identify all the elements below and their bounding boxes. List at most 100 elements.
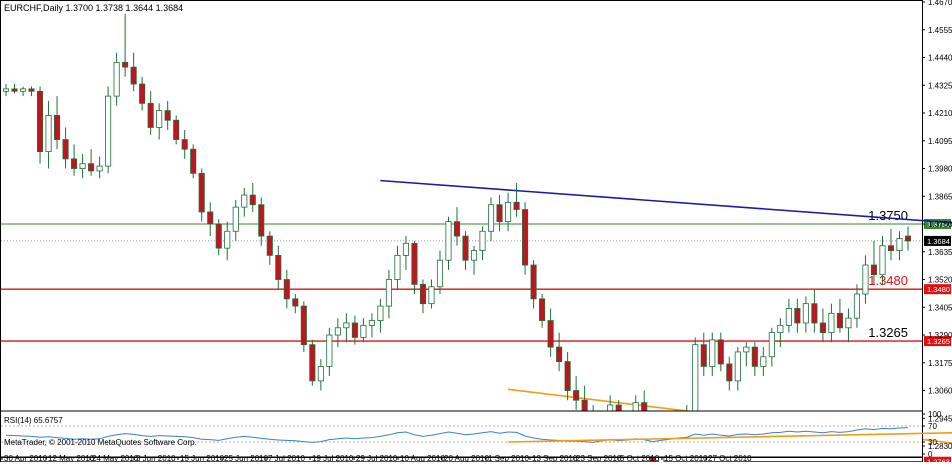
candle-body xyxy=(701,345,706,367)
candle-body xyxy=(437,260,442,287)
candle-body xyxy=(548,321,553,348)
candle-body xyxy=(225,231,230,248)
candle-body xyxy=(216,224,221,248)
candle-body xyxy=(863,265,868,294)
candle-body xyxy=(327,335,332,366)
price-tick-label: 1.3405 xyxy=(928,303,952,312)
candle-body xyxy=(310,345,315,381)
candle-body xyxy=(761,357,766,367)
candle-body xyxy=(769,333,774,357)
candle-body xyxy=(565,362,570,391)
candle-body xyxy=(420,284,425,303)
candle-body xyxy=(37,91,42,151)
price-tick-label: 1.4555 xyxy=(928,26,952,35)
candle-body xyxy=(710,340,715,367)
candle-body xyxy=(165,111,170,121)
candle-body xyxy=(778,325,783,332)
time-tick-label: 7 Jul 2010 xyxy=(268,454,305,462)
candle-body xyxy=(795,308,800,322)
candle-body xyxy=(905,236,910,241)
candle-body xyxy=(131,67,136,84)
time-tick-label: 15 Jun 2010 xyxy=(180,454,225,462)
candle-body xyxy=(522,210,527,266)
candle-body xyxy=(29,89,34,91)
candle xyxy=(301,301,306,352)
candle-body xyxy=(531,265,536,299)
candle-body xyxy=(829,313,834,332)
candle-body xyxy=(880,246,885,275)
candle-body xyxy=(20,89,25,91)
candle-body xyxy=(114,62,119,96)
candle-body xyxy=(727,364,732,381)
rsi-title: RSI(14) 65.6757 xyxy=(4,416,63,425)
candle-body xyxy=(744,347,749,352)
time-tick-label: 25 Jun 2010 xyxy=(224,454,269,462)
price-tick-label: 1.4670 xyxy=(928,0,952,7)
time-tick-label: 10 Aug 2010 xyxy=(400,454,445,462)
candle-body xyxy=(250,195,255,205)
price-tick-label: 1.4440 xyxy=(928,54,952,63)
candle-body xyxy=(463,236,468,260)
candle-body xyxy=(854,294,859,318)
candle-body xyxy=(3,89,8,91)
copyright-label: MetaTrader, © 2001-2010 MetaQuotes Softw… xyxy=(4,438,197,447)
candle-body xyxy=(12,89,17,91)
time-tick-label: 3 Jun 2010 xyxy=(136,454,176,462)
candle-body xyxy=(488,205,493,232)
candle-body xyxy=(140,84,145,103)
candle-body xyxy=(480,231,485,250)
time-tick-label: 20 Aug 2010 xyxy=(444,454,489,462)
candle-body xyxy=(497,205,502,222)
candle-body xyxy=(148,103,153,127)
candle-body xyxy=(752,347,757,366)
level-axis-tag-text: 1.3480 xyxy=(927,285,950,294)
candle-body xyxy=(888,246,893,251)
candle xyxy=(191,144,196,178)
candle-body xyxy=(63,140,68,159)
candle xyxy=(522,202,527,274)
candle-body xyxy=(318,366,323,380)
candle-body xyxy=(182,140,187,150)
candle-body xyxy=(191,149,196,173)
candle-body xyxy=(242,195,247,207)
candle-body xyxy=(693,345,698,413)
candle-body xyxy=(514,202,519,209)
time-tick-label: 24 May 2010 xyxy=(92,454,139,462)
candle-body xyxy=(897,239,902,251)
candle-body xyxy=(395,255,400,279)
price-tick-label: 1.3175 xyxy=(928,359,952,368)
candle-body xyxy=(157,111,162,128)
candle-body xyxy=(174,120,179,139)
candle-body xyxy=(361,325,366,337)
candle-body xyxy=(412,243,417,284)
candle-body xyxy=(293,299,298,306)
current-price-tag-text: 1.3684 xyxy=(927,237,950,246)
candle-body xyxy=(718,340,723,364)
candle-body xyxy=(386,280,391,307)
candle-body xyxy=(199,173,204,212)
price-tick-label: 1.4325 xyxy=(928,81,952,90)
candle-body xyxy=(46,115,51,151)
candle-body xyxy=(556,347,561,361)
time-tick-label: 23 Sep 2010 xyxy=(576,454,622,462)
candle-body xyxy=(820,323,825,333)
candle-body xyxy=(233,207,238,231)
level-label: 1.3750 xyxy=(868,208,908,223)
rsi-tick-label: 100 xyxy=(928,410,942,419)
candle xyxy=(310,340,315,386)
level-label: 1.3265 xyxy=(868,325,908,340)
price-tick-label: 1.3520 xyxy=(928,276,952,285)
candle-body xyxy=(735,352,740,381)
price-tick-label: 1.4095 xyxy=(928,137,952,146)
candle-body xyxy=(71,159,76,169)
candle-body xyxy=(88,164,93,171)
candle-body xyxy=(369,321,374,326)
candle-body xyxy=(837,313,842,327)
candle-body xyxy=(284,280,289,299)
candle-body xyxy=(259,205,264,236)
price-tick-label: 1.3750 xyxy=(928,220,952,229)
